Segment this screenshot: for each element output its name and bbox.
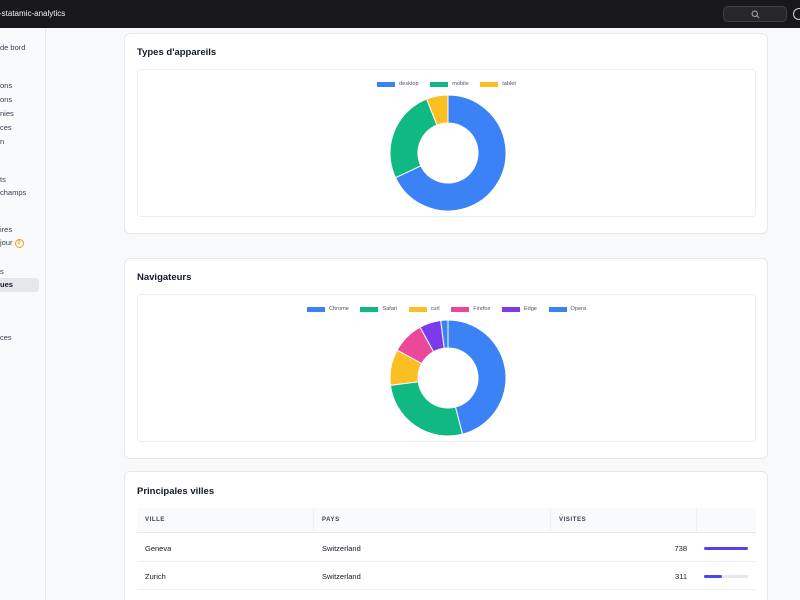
visits-bar-fill [704,575,723,578]
table-row[interactable]: Zurich Switzerland 311 [137,562,756,590]
sidebar-item-blueprints[interactable]: ts [0,175,6,184]
legend-swatch [430,81,449,87]
cities-card: Principales villes VILLE PAYS VISITES Ge… [124,471,768,600]
table-header: VILLE PAYS VISITES [137,508,756,533]
search-button[interactable] [723,6,787,22]
visits-bar [704,547,748,550]
slice-tablet[interactable] [425,94,449,126]
card-title: Principales villes [137,486,215,497]
legend-swatch [306,306,325,312]
legend-item-edge[interactable]: Edge [501,306,537,312]
slice-mobile[interactable] [389,98,438,179]
sidebar-item-taxonomies[interactable]: nies [0,109,14,118]
column-divider [696,508,697,533]
legend-item-safari[interactable]: Safari [360,306,397,312]
visits-cell: 311 [675,572,687,581]
legend-swatch [451,306,470,312]
legend-swatch [360,306,379,312]
sidebar: de bord ons ons nies ces n ts champs ire… [0,28,46,600]
slice-chrome[interactable] [447,319,507,435]
column-header-city[interactable]: VILLE [145,517,166,523]
legend-item-chrome[interactable]: Chrome [306,306,349,312]
legend-item-tablet[interactable]: tablet [480,81,516,87]
legend-item-opera[interactable]: Opera [548,306,586,312]
legend-swatch [377,81,396,87]
slice-desktop[interactable] [394,94,507,212]
sidebar-item-fieldsets[interactable]: champs [0,188,27,197]
sidebar-item-dashboard[interactable]: de bord [0,43,26,52]
update-count-badge: 0 [14,238,24,248]
city-cell: Geneva [145,544,172,553]
column-header-visits[interactable]: VISITES [559,517,587,523]
legend-item-curl[interactable]: curl [408,306,440,312]
browsers-donut-chart [389,319,507,437]
sidebar-item-updates[interactable]: jour 0 [0,237,24,249]
browsers-card: Navigateurs Chrome Safari curl Firefox E… [124,258,768,459]
chart-legend: desktop mobile tablet [138,81,755,88]
legend-swatch [501,306,520,312]
chart-legend: Chrome Safari curl Firefox Edge Opera [138,306,755,313]
sidebar-item-preferences[interactable]: ces [0,333,12,342]
country-cell: Switzerland [322,544,361,553]
slice-safari[interactable] [389,381,464,437]
help-icon[interactable] [793,8,800,20]
slice-opera[interactable] [440,319,449,349]
site-title[interactable]: -statamic-analytics [0,9,66,18]
browsers-chart: Chrome Safari curl Firefox Edge Opera [137,294,756,442]
column-divider [550,508,551,533]
country-cell: Switzerland [322,572,361,581]
legend-swatch [480,81,499,87]
legend-swatch [548,306,567,312]
card-title: Types d'appareils [137,47,217,58]
sidebar-item-collections[interactable]: ons [0,81,13,90]
column-header-country[interactable]: PAYS [322,517,340,523]
sidebar-item-assets[interactable]: ces [0,123,12,132]
sidebar-item-tools[interactable]: s [0,267,4,276]
legend-item-mobile[interactable]: mobile [430,81,469,87]
visits-cell: 738 [674,544,687,553]
sidebar-item-analytics[interactable]: ues [0,278,39,292]
table-row[interactable]: Geneva Switzerland 738 [137,534,756,562]
visits-bar-fill [704,547,748,550]
devices-card: Types d'appareils desktop mobile tablet [124,33,768,234]
legend-swatch [408,306,427,312]
legend-item-desktop[interactable]: desktop [377,81,419,87]
top-bar: -statamic-analytics [0,0,800,28]
devices-chart: desktop mobile tablet [137,69,756,217]
city-cell: Zurich [145,572,166,581]
card-title: Navigateurs [137,272,192,283]
sidebar-item-globals[interactable]: n [0,137,5,146]
search-icon [751,10,760,19]
visits-bar [704,575,748,578]
sidebar-item-navigation[interactable]: ons [0,95,13,104]
legend-item-firefox[interactable]: Firefox [451,306,490,312]
column-divider [313,508,314,533]
sidebar-item-utilities[interactable]: ires [0,225,13,234]
main-content: Types d'appareils desktop mobile tablet … [108,28,800,600]
devices-donut-chart [389,94,507,212]
